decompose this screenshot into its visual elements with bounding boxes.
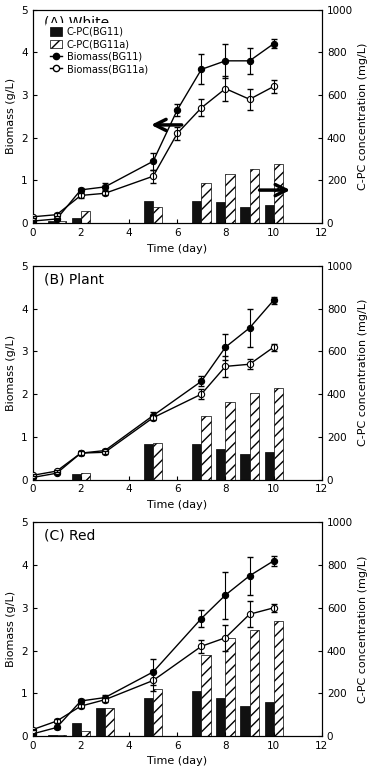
Bar	[72, 723, 81, 736]
Bar	[57, 221, 66, 223]
Bar	[264, 452, 274, 479]
Y-axis label: Biomass (g/L): Biomass (g/L)	[6, 78, 16, 154]
Bar	[153, 689, 162, 736]
Text: (B) Plant: (B) Plant	[44, 273, 104, 286]
Bar	[274, 388, 283, 479]
Y-axis label: Biomass (g/L): Biomass (g/L)	[6, 591, 16, 667]
Bar	[96, 708, 105, 736]
Bar	[153, 207, 162, 223]
Bar	[264, 702, 274, 736]
Bar	[226, 638, 234, 736]
Legend: C-PC(BG11), C-PC(BG11a), Biomass(BG11), Biomass(BG11a): C-PC(BG11), C-PC(BG11a), Biomass(BG11), …	[46, 23, 151, 78]
Bar	[192, 201, 201, 223]
Bar	[226, 174, 234, 223]
Bar	[216, 698, 226, 736]
Bar	[201, 184, 211, 223]
Bar	[144, 444, 153, 479]
Bar	[153, 443, 162, 479]
Bar	[105, 708, 114, 736]
Bar	[249, 393, 259, 479]
Bar	[192, 691, 201, 736]
Bar	[72, 218, 81, 223]
Bar	[240, 207, 249, 223]
Bar	[47, 735, 57, 736]
Bar	[47, 221, 57, 223]
X-axis label: Time (day): Time (day)	[147, 757, 207, 767]
Bar	[264, 205, 274, 223]
Text: (A) White: (A) White	[44, 16, 109, 30]
Bar	[144, 201, 153, 223]
Text: (C) Red: (C) Red	[44, 529, 95, 543]
Bar	[274, 164, 283, 223]
Bar	[240, 706, 249, 736]
Y-axis label: Biomass (g/L): Biomass (g/L)	[6, 335, 16, 411]
Bar	[216, 201, 226, 223]
Bar	[192, 444, 201, 479]
X-axis label: Time (day): Time (day)	[147, 500, 207, 510]
Bar	[274, 621, 283, 736]
Bar	[144, 698, 153, 736]
Y-axis label: C-PC concentration (mg/L): C-PC concentration (mg/L)	[358, 299, 368, 446]
Bar	[81, 212, 90, 223]
Bar	[226, 402, 234, 479]
Bar	[201, 655, 211, 736]
Bar	[81, 473, 90, 479]
Bar	[57, 735, 66, 736]
Y-axis label: C-PC concentration (mg/L): C-PC concentration (mg/L)	[358, 556, 368, 703]
Bar	[240, 454, 249, 479]
Bar	[201, 416, 211, 479]
Bar	[216, 449, 226, 479]
Y-axis label: C-PC concentration (mg/L): C-PC concentration (mg/L)	[358, 42, 368, 190]
Bar	[81, 731, 90, 736]
Bar	[72, 475, 81, 479]
Bar	[249, 168, 259, 223]
X-axis label: Time (day): Time (day)	[147, 244, 207, 254]
Bar	[249, 630, 259, 736]
